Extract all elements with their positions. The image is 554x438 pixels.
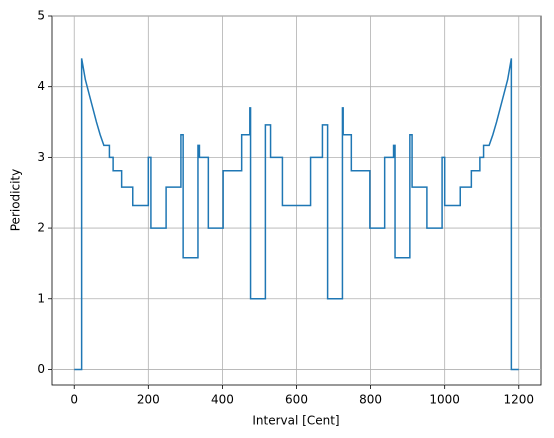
- x-tick-label: 600: [285, 393, 308, 407]
- x-tick-label: 1200: [503, 393, 534, 407]
- x-tick-label: 400: [211, 393, 234, 407]
- x-tick-label: 200: [137, 393, 160, 407]
- y-tick-label: 0: [37, 362, 45, 376]
- x-tick-label: 1000: [429, 393, 460, 407]
- y-tick-label: 4: [37, 79, 45, 93]
- x-tick-label: 800: [359, 393, 382, 407]
- y-tick-label: 1: [37, 291, 45, 305]
- y-axis-label: Periodicity: [9, 169, 23, 232]
- data-line: [74, 58, 519, 371]
- y-tick-label: 2: [37, 221, 45, 235]
- x-tick-label: 0: [70, 393, 78, 407]
- x-axis-label: Interval [Cent]: [252, 414, 339, 428]
- y-tick-label: 3: [37, 150, 45, 164]
- y-tick-label: 5: [37, 9, 45, 23]
